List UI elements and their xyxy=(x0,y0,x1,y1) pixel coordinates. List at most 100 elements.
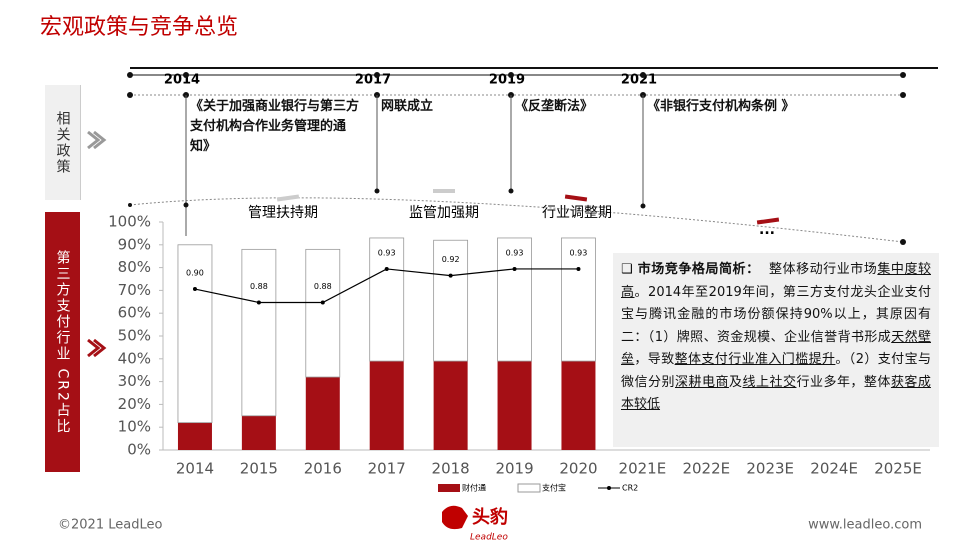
policy-text: 网联成立 xyxy=(381,99,434,114)
legend-label: 支付宝 xyxy=(542,483,566,493)
text: 天然壁垒 xyxy=(621,329,931,368)
timeline-year: 2017 xyxy=(355,73,391,88)
arrow-icon xyxy=(87,338,107,358)
logo-icon xyxy=(442,505,468,530)
bar-segment xyxy=(305,248,341,378)
bar-segment xyxy=(305,377,340,450)
cr2-point xyxy=(448,273,453,278)
text: 。2014年至2019年间，第三方支付龙头企业支付宝与腾讯金融的市场份额保持90… xyxy=(621,284,931,345)
dot xyxy=(640,72,646,78)
dot xyxy=(128,203,132,207)
url: www.leadleo.com xyxy=(808,518,922,533)
bar-segment xyxy=(177,244,213,424)
cr2-point xyxy=(320,300,325,305)
text: 深耕电商 xyxy=(674,374,729,390)
text: ，导致 xyxy=(634,352,675,367)
timeline-year: 2019 xyxy=(489,73,525,88)
y-tick-label: 70% xyxy=(118,281,151,299)
policy-text: 《关于加强商业银行与第三方支付机构合作业务管理的通知》 xyxy=(190,99,360,154)
sidebar-market: 第三方支付行业 CR2占比 xyxy=(45,212,80,472)
analysis-box: ❑ 市场竞争格局简析： 整体移动行业市场集中度较高。2014年至2019年间，第… xyxy=(613,253,939,447)
slide-title: 宏观政策与竞争总览 xyxy=(40,15,238,40)
y-tick-label: 30% xyxy=(118,372,151,390)
dot xyxy=(508,72,514,78)
text: 整体支付行业准入门槛提升 xyxy=(674,352,836,367)
x-tick-label: 2019 xyxy=(495,460,533,478)
bar-segment xyxy=(369,361,404,450)
value-label: 0.90 xyxy=(186,269,204,278)
timeline-year: 2021 xyxy=(621,73,657,88)
dot xyxy=(374,72,380,78)
x-tick-label: 2014 xyxy=(176,460,214,478)
x-tick-label: 2015 xyxy=(240,460,278,478)
bar-segment xyxy=(561,361,596,450)
dot xyxy=(640,203,646,209)
text: 行业多年，整体 xyxy=(796,374,891,390)
x-tick-label: 2024E xyxy=(810,460,858,478)
value-label: 0.93 xyxy=(570,248,588,257)
bar-segment xyxy=(369,237,405,362)
dot xyxy=(900,239,906,245)
bar-segment xyxy=(241,248,277,417)
text: 线上社交 xyxy=(742,374,797,390)
bar-segment xyxy=(433,239,469,362)
x-tick-label: 2017 xyxy=(368,460,406,478)
phase-label: 行业调整期 xyxy=(542,205,612,221)
timeline-year: 2014 xyxy=(164,73,200,88)
phase-label: 监管加强期 xyxy=(409,205,479,221)
dot xyxy=(127,92,133,98)
sidebar-policy: 相关政策 xyxy=(45,85,81,200)
logo: 头豹 xyxy=(472,506,508,528)
cr2-point xyxy=(384,266,389,271)
x-tick-label: 2025E xyxy=(874,460,922,478)
y-tick-label: 10% xyxy=(118,418,151,436)
x-tick-label: 2018 xyxy=(432,460,470,478)
dot xyxy=(127,72,133,78)
cr2-point xyxy=(512,266,517,271)
value-label: 0.88 xyxy=(314,282,332,291)
text: 获客成本较低 xyxy=(621,374,931,413)
legend-swatch xyxy=(517,483,541,493)
value-label: 0.93 xyxy=(378,248,396,257)
phase-marker xyxy=(564,194,588,202)
dot xyxy=(183,72,189,78)
dot xyxy=(508,188,514,194)
y-tick-label: 80% xyxy=(118,258,151,276)
legend-swatch xyxy=(438,484,460,492)
x-tick-label: 2022E xyxy=(682,460,730,478)
phase-curve xyxy=(129,197,904,243)
bar-segment xyxy=(561,237,596,362)
value-label: 0.92 xyxy=(442,255,460,264)
y-tick-label: 40% xyxy=(118,349,151,367)
bar-segment xyxy=(241,415,276,450)
y-tick-label: 20% xyxy=(118,395,151,413)
phase-marker xyxy=(756,217,780,225)
arrow-icon xyxy=(87,130,107,150)
dot xyxy=(900,72,906,78)
dot xyxy=(900,92,906,98)
phase-marker xyxy=(433,189,455,193)
legend-swatch xyxy=(607,486,611,490)
phase-label: ... xyxy=(759,222,775,238)
bar-segment xyxy=(497,237,532,362)
policy-text: 《反垄断法》 xyxy=(515,99,594,114)
analysis-heading: 市场竞争格局简析： xyxy=(637,262,760,277)
logo-sub: LeadLeo xyxy=(470,533,508,543)
cr2-point xyxy=(192,287,197,292)
phase-label: 管理扶持期 xyxy=(248,205,318,221)
value-label: 0.93 xyxy=(506,248,524,257)
phase-marker xyxy=(276,194,300,202)
x-tick-label: 2021E xyxy=(619,460,667,478)
text: 集中度较高 xyxy=(621,262,931,300)
cr2-point xyxy=(256,300,261,305)
bar-segment xyxy=(177,422,212,450)
y-tick-label: 90% xyxy=(118,235,151,253)
bar-segment xyxy=(497,361,532,450)
y-tick-label: 60% xyxy=(118,304,151,322)
text: 整体移动行业市场 xyxy=(769,262,878,277)
x-tick-label: 2016 xyxy=(304,460,342,478)
copyright: ©2021 LeadLeo xyxy=(58,518,162,533)
value-label: 0.88 xyxy=(250,282,268,291)
text: 。（2）支付宝与微信分别 xyxy=(621,352,931,390)
